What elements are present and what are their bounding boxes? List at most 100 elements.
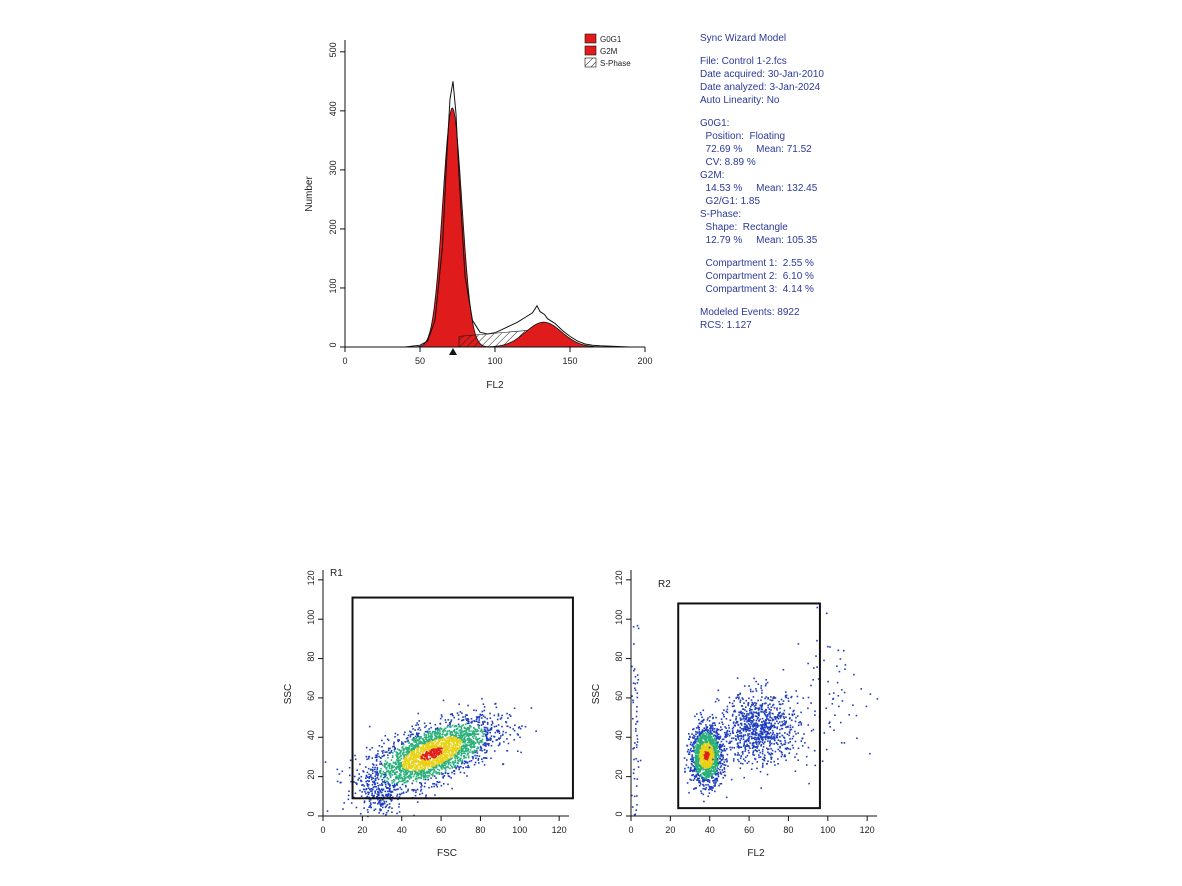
scatter1-point xyxy=(476,755,478,757)
scatter2-point xyxy=(768,736,770,738)
scatter1-point xyxy=(480,740,483,742)
scatter1-point xyxy=(476,748,478,750)
scatter2-point xyxy=(764,727,766,729)
scatter1-point xyxy=(481,697,483,700)
scatter1-point xyxy=(421,758,424,760)
scatter1-point xyxy=(419,758,422,760)
scatter1-point xyxy=(379,770,381,772)
scatter1-point xyxy=(371,790,373,792)
scatter2-point xyxy=(713,751,716,754)
scatter1-point xyxy=(490,757,492,760)
scatter2-point xyxy=(703,741,705,744)
scatter2-point xyxy=(704,756,707,758)
scatter1-point xyxy=(406,769,409,771)
scatter2-point xyxy=(709,716,711,718)
scatter2-point xyxy=(755,734,757,736)
scatter2-point xyxy=(717,728,720,731)
scatter1-point xyxy=(486,737,488,740)
scatter1-point xyxy=(390,794,393,796)
scatter2-point xyxy=(770,758,773,760)
scatter2-point xyxy=(710,773,712,775)
scatter1-point xyxy=(417,747,419,749)
scatter1-point xyxy=(463,757,465,759)
scatter1-point xyxy=(374,775,376,777)
scatter2-point xyxy=(708,733,711,736)
scatter2-point xyxy=(750,711,753,713)
scatter2-point xyxy=(763,702,766,705)
scatter1-point xyxy=(411,754,414,756)
scatter1-point xyxy=(411,789,413,791)
scatter1-point xyxy=(411,752,414,755)
scatter1-point xyxy=(461,725,463,727)
scatter1-point xyxy=(409,766,412,769)
scatter1-point xyxy=(391,807,393,809)
scatter1-point xyxy=(425,744,427,746)
scatter2-point xyxy=(725,796,728,799)
scatter2-point xyxy=(800,711,802,714)
scatter2-point xyxy=(712,735,715,737)
scatter1-point xyxy=(424,763,427,765)
scatter2-point xyxy=(762,746,765,748)
scatter2-point xyxy=(715,764,717,766)
scatter2-point xyxy=(703,779,706,781)
scatter1-point xyxy=(414,735,417,738)
scatter2-point xyxy=(754,757,756,760)
scatter1-point xyxy=(399,765,402,767)
scatter2-point xyxy=(719,768,721,771)
scatter1-point xyxy=(486,717,488,720)
scatter1-point xyxy=(425,746,428,749)
scatter1-y-tick-label: 100 xyxy=(306,610,316,625)
scatter1-point xyxy=(391,780,393,782)
scatter2-point xyxy=(740,728,743,730)
scatter2-point xyxy=(707,750,710,752)
scatter1-point xyxy=(393,783,396,785)
scatter1-point xyxy=(420,774,423,776)
scatter1-point xyxy=(359,789,361,792)
scatter1-point xyxy=(414,729,416,731)
scatter1-point xyxy=(471,733,474,736)
scatter1-point xyxy=(477,759,479,761)
scatter2-point xyxy=(757,745,759,747)
scatter1-point xyxy=(366,783,368,785)
scatter2-point xyxy=(801,745,804,747)
scatter1-point xyxy=(457,723,460,726)
scatter1-point xyxy=(414,740,416,743)
scatter1-point xyxy=(487,732,489,734)
scatter1-point xyxy=(530,707,533,709)
scatter1-point xyxy=(438,756,440,758)
gate-r1[interactable] xyxy=(351,596,574,800)
scatter2-point xyxy=(756,726,759,728)
scatter2-point xyxy=(721,744,724,747)
scatter1-point xyxy=(502,763,505,765)
scatter1-point xyxy=(420,790,422,792)
scatter1-point xyxy=(506,750,509,752)
scatter2-point xyxy=(761,727,764,729)
scatter2-point xyxy=(752,737,754,739)
scatter1-point xyxy=(470,734,472,736)
scatter2-point xyxy=(697,777,699,780)
scatter1-point xyxy=(430,765,433,767)
scatter2-point xyxy=(807,696,810,699)
scatter2-point xyxy=(752,750,755,752)
scatter1-point xyxy=(434,735,437,737)
scatter1-point xyxy=(458,703,460,705)
scatter2-point xyxy=(736,677,739,679)
scatter1-point xyxy=(409,775,411,778)
scatter1-point xyxy=(372,770,374,772)
scatter1-point xyxy=(426,744,429,746)
scatter1-point xyxy=(501,714,503,717)
scatter1-point xyxy=(430,786,433,788)
scatter1-point xyxy=(398,806,400,808)
scatter2-point xyxy=(707,734,710,736)
scatter2-point xyxy=(703,777,705,780)
scatter1-point xyxy=(485,751,488,754)
scatter2-point xyxy=(762,738,764,740)
histogram-line xyxy=(345,81,631,348)
scatter1-point xyxy=(414,755,416,757)
scatter2-point xyxy=(697,774,700,776)
scatter2-point xyxy=(715,749,718,752)
scatter2-point xyxy=(739,726,741,729)
scatter2-point xyxy=(768,729,770,731)
scatter1-x-tick-label: 0 xyxy=(320,825,325,835)
histogram-y-tick-label: 200 xyxy=(328,219,338,234)
